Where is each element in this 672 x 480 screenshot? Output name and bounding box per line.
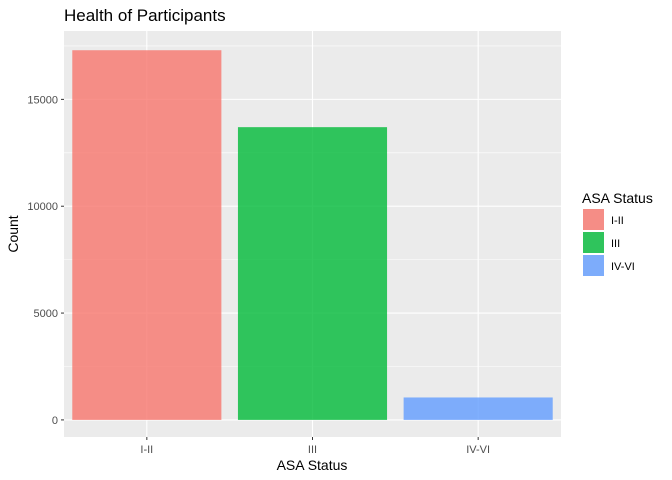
x-tick-label: IV-VI (466, 444, 490, 456)
bar-iv-vi (403, 397, 553, 420)
chart-title: Health of Participants (64, 6, 226, 25)
legend-items: I-II III IV-VI (583, 209, 635, 276)
x-axis-title: ASA Status (277, 457, 348, 473)
legend-swatch (583, 255, 604, 276)
y-tick-label: 0 (52, 415, 58, 427)
y-tick-label: 5000 (34, 308, 58, 320)
legend-label: I-II (611, 215, 624, 227)
x-axis: I-II III IV-VI (140, 437, 490, 456)
legend-title: ASA Status (582, 190, 653, 206)
legend: ASA Status I-II III IV-VI (582, 190, 653, 276)
y-axis: 0 5000 10000 15000 (27, 94, 64, 427)
bars (72, 50, 553, 420)
legend-swatch (583, 232, 604, 253)
y-axis-title: Count (5, 215, 21, 252)
legend-swatch (583, 209, 604, 230)
y-tick-label: 10000 (27, 201, 58, 213)
bar-iii (237, 127, 388, 420)
x-tick-label: I-II (140, 444, 153, 456)
y-tick-label: 15000 (27, 94, 58, 106)
legend-label: III (611, 238, 620, 250)
bar-i-ii (72, 50, 222, 420)
x-tick-label: III (308, 444, 317, 456)
legend-label: IV-VI (611, 261, 635, 273)
